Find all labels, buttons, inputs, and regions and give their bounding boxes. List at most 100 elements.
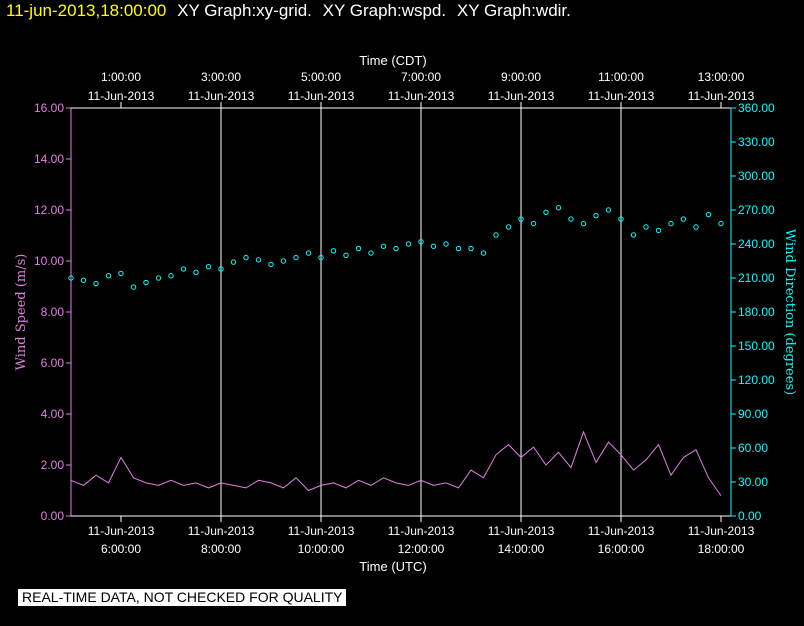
wind-direction-point [405, 241, 412, 247]
x-tick-label-date-14: 11-Jun-2013 [488, 524, 555, 538]
x-top-label-date-16: 11-Jun-2013 [588, 89, 655, 103]
y-right-tick-label-5: 150.00 [738, 339, 775, 353]
y-left-tick-label-7: 14.00 [34, 152, 64, 166]
wind-direction-point [593, 212, 599, 219]
y-right-tick-label-1: 30.00 [738, 475, 768, 489]
wind-direction-point [693, 224, 699, 230]
y-left-tick-label-2: 4.00 [41, 407, 65, 421]
x-top-label-date-10: 11-Jun-2013 [288, 89, 355, 103]
wind-direction-point [205, 263, 212, 270]
x-tick-label-time-16: 16:00:00 [598, 542, 645, 556]
wind-direction-point [243, 254, 249, 261]
wind-direction-point [268, 261, 274, 268]
x-tick-label-date-18: 11-Jun-2013 [688, 524, 755, 538]
y-left-tick-label-0: 0.00 [41, 509, 65, 523]
wind-direction-point [368, 250, 374, 256]
x-top-label-time-14: 9:00:00 [501, 70, 541, 84]
wind-direction-point [105, 273, 112, 279]
wind-direction-point [343, 252, 349, 259]
x-tick-label-time-10: 10:00:00 [298, 542, 345, 556]
x-tick-label-time-8: 8:00:00 [201, 542, 241, 556]
wind-direction-point [468, 245, 474, 252]
wind-direction-point [618, 216, 624, 222]
wind-direction-point [705, 211, 712, 218]
y-right-tick-label-0: 0.00 [738, 509, 762, 523]
y-right-tick-label-11: 330.00 [738, 135, 775, 149]
header-graph-title-xy-grid: XY Graph:xy-grid. [177, 1, 312, 20]
y-left-tick-label-4: 8.00 [41, 305, 65, 319]
y-right-tick-label-12: 360.00 [738, 101, 775, 115]
wind-direction-point [80, 277, 87, 283]
wind-direction-point [580, 220, 587, 227]
header-graph-title-wspd: XY Graph:wspd. [322, 1, 447, 20]
wind-speed-line [70, 430, 722, 496]
x-tick-label-date-10: 11-Jun-2013 [288, 524, 355, 538]
y-left-tick-label-8: 16.00 [34, 101, 64, 115]
quality-disclaimer: REAL-TIME DATA, NOT CHECKED FOR QUALITY [18, 589, 347, 606]
x-tick-label-date-6: 11-Jun-2013 [88, 524, 155, 538]
x-tick-label-time-12: 12:00:00 [398, 542, 445, 556]
y-right-tick-label-8: 240.00 [738, 237, 775, 251]
wind-direction-point [193, 269, 199, 276]
wind-direction-point [630, 232, 637, 238]
x-top-label-time-16: 11:00:00 [598, 70, 644, 84]
wind-direction-point [505, 224, 512, 230]
wind-direction-point [680, 216, 687, 222]
wind-direction-point [430, 243, 437, 249]
wind-direction-point [518, 216, 524, 222]
wind-direction-point [305, 250, 312, 256]
wind-direction-point [443, 241, 449, 247]
wind-direction-point [530, 220, 537, 227]
wind-direction-point [555, 205, 562, 211]
vertical-grid [220, 108, 622, 516]
wind-direction-point [330, 248, 337, 254]
y-axis-title-wind-direction: Wind Direction (degrees) [782, 229, 797, 395]
y-left-tick-label-6: 12.00 [34, 203, 64, 217]
x-top-label-date-12: 11-Jun-2013 [388, 89, 455, 103]
x-axis-title-cdt: Time (CDT) [359, 53, 426, 68]
y-right-tick-label-9: 270.00 [738, 203, 775, 217]
x-top-label-time-18: 13:00:00 [698, 70, 745, 84]
x-axis-title-utc: Time (UTC) [359, 559, 426, 574]
x-tick-label-date-12: 11-Jun-2013 [388, 524, 455, 538]
wind-direction-point [130, 284, 137, 290]
wind-direction-point [543, 209, 549, 215]
x-top-label-date-8: 11-Jun-2013 [188, 89, 255, 103]
x-tick-label-date-16: 11-Jun-2013 [588, 524, 655, 538]
wind-direction-point [655, 227, 662, 234]
y-right-tick-label-6: 180.00 [738, 305, 775, 319]
wind-direction-point [355, 245, 362, 252]
axis-labels: Time (CDT) Time (UTC) Wind Speed (m/s) W… [14, 53, 797, 574]
x-top-label-date-18: 11-Jun-2013 [688, 89, 755, 103]
wind-direction-point [155, 275, 162, 281]
wind-direction-point [380, 243, 387, 249]
wind-direction-point [718, 220, 724, 227]
wind-direction-point [218, 266, 224, 272]
wind-speed-series [70, 430, 722, 496]
y-left-tick-label-3: 6.00 [41, 356, 65, 370]
wind-direction-point [293, 254, 299, 261]
x-top-label-time-6: 1:00:00 [101, 70, 141, 84]
x-tick-label-time-6: 6:00:00 [101, 542, 141, 556]
wind-direction-point [455, 245, 462, 252]
wind-direction-point [280, 258, 287, 264]
header-timestamp: 11-jun-2013,18:00:00 [6, 1, 167, 20]
y-axis-title-wind-speed: Wind Speed (m/s) [14, 254, 29, 371]
x-tick-label-time-14: 14:00:00 [498, 542, 545, 556]
wind-direction-point [493, 232, 499, 238]
x-top-label-date-14: 11-Jun-2013 [488, 89, 555, 103]
wind-direction-point [668, 220, 674, 227]
wind-direction-point [643, 224, 649, 230]
y-right-tick-label-7: 210.00 [738, 271, 775, 285]
x-top-label-time-10: 5:00:00 [301, 70, 341, 84]
y-right-tick-label-4: 120.00 [738, 373, 775, 387]
wind-direction-point [168, 273, 174, 279]
y-right-tick-label-2: 60.00 [738, 441, 768, 455]
graph-header: 11-jun-2013,18:00:00 XY Graph:xy-grid. X… [6, 1, 571, 21]
y-right-tick-label-10: 300.00 [738, 169, 775, 183]
wind-direction-point [605, 207, 612, 213]
x-top-label-date-6: 11-Jun-2013 [88, 89, 155, 103]
x-tick-label-date-8: 11-Jun-2013 [188, 524, 255, 538]
x-top-label-time-12: 7:00:00 [401, 70, 441, 84]
